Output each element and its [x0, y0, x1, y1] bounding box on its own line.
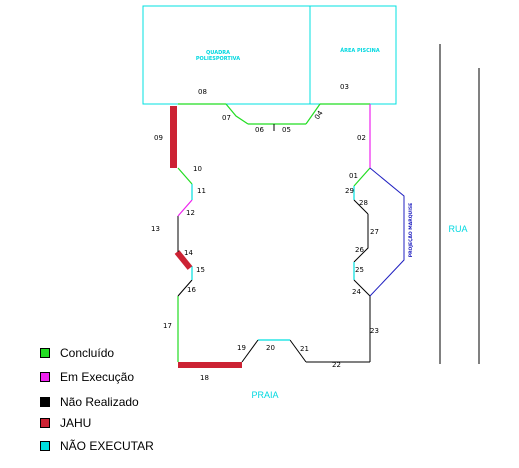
- segment-24-path: [353, 279, 371, 297]
- label-06: 06: [255, 126, 264, 134]
- segment-04-path: [305, 103, 321, 125]
- segment-09-jahu: [170, 106, 177, 168]
- legend-swatch-concluido: [40, 348, 50, 358]
- segment-14-jahu: [174, 250, 193, 270]
- label-18: 18: [200, 374, 209, 382]
- label-24: 24: [352, 288, 361, 296]
- segment-07-path: [225, 103, 249, 125]
- label-12: 12: [186, 209, 195, 217]
- label-17: 17: [163, 322, 172, 330]
- projecao-marquise-label: PROJEÇÃO MARQUISE: [407, 203, 414, 257]
- segment-18-jahu: [178, 362, 242, 368]
- legend-swatch-nao-executar: [40, 441, 50, 451]
- label-27: 27: [370, 228, 379, 236]
- rua-label: RUA: [448, 224, 467, 234]
- quadra-label-line1: QUADRA: [206, 50, 230, 56]
- label-05: 05: [282, 126, 291, 134]
- label-01: 01: [349, 172, 358, 180]
- segment-16-path: [177, 279, 193, 297]
- label-14: 14: [184, 249, 193, 257]
- label-22: 22: [332, 361, 341, 369]
- legend-label-em-execucao: Em Execução: [60, 370, 135, 384]
- legend-swatch-jahu: [40, 418, 50, 428]
- label-20: 20: [266, 344, 275, 352]
- segment-12-path: [177, 199, 193, 217]
- label-09: 09: [154, 134, 163, 142]
- label-26: 26: [355, 246, 364, 254]
- segment-28-path: [353, 199, 369, 215]
- segment-10-path: [177, 167, 193, 185]
- label-28: 28: [359, 199, 368, 207]
- praia-label: PRAIA: [251, 390, 278, 400]
- legend-swatch-nao-realizado: [40, 397, 50, 407]
- label-21: 21: [300, 345, 309, 353]
- legend-label-jahu: JAHU: [60, 416, 92, 430]
- label-25: 25: [355, 266, 364, 274]
- projecao-marquise-outline: [369, 167, 405, 297]
- label-07: 07: [222, 114, 231, 122]
- label-08: 08: [198, 88, 207, 96]
- label-13: 13: [151, 225, 160, 233]
- segment-27-26-path: [353, 214, 369, 263]
- label-19: 19: [237, 344, 246, 352]
- label-03: 03: [340, 83, 349, 91]
- segment-01-path: [353, 167, 371, 187]
- segment-19-path: [241, 339, 259, 363]
- legend-label-concluido: Concluído: [60, 346, 115, 360]
- label-10: 10: [193, 165, 202, 173]
- label-23: 23: [370, 327, 379, 335]
- legend-label-nao-executar: NÃO EXECUTAR: [60, 439, 154, 453]
- quadra-label-line2: POLIESPORTIVA: [196, 56, 240, 62]
- label-02: 02: [357, 134, 366, 142]
- area-piscina-outline: [309, 5, 397, 105]
- segment-21-path: [289, 339, 307, 363]
- label-29: 29: [345, 187, 354, 195]
- label-16: 16: [187, 286, 196, 294]
- label-11: 11: [197, 187, 206, 195]
- label-04: 04: [313, 109, 325, 121]
- area-piscina-label: ÁREA PISCINA: [340, 47, 380, 54]
- legend-label-nao-realizado: Não Realizado: [60, 395, 139, 409]
- legend-swatch-em-execucao: [40, 372, 50, 382]
- label-15: 15: [196, 266, 205, 274]
